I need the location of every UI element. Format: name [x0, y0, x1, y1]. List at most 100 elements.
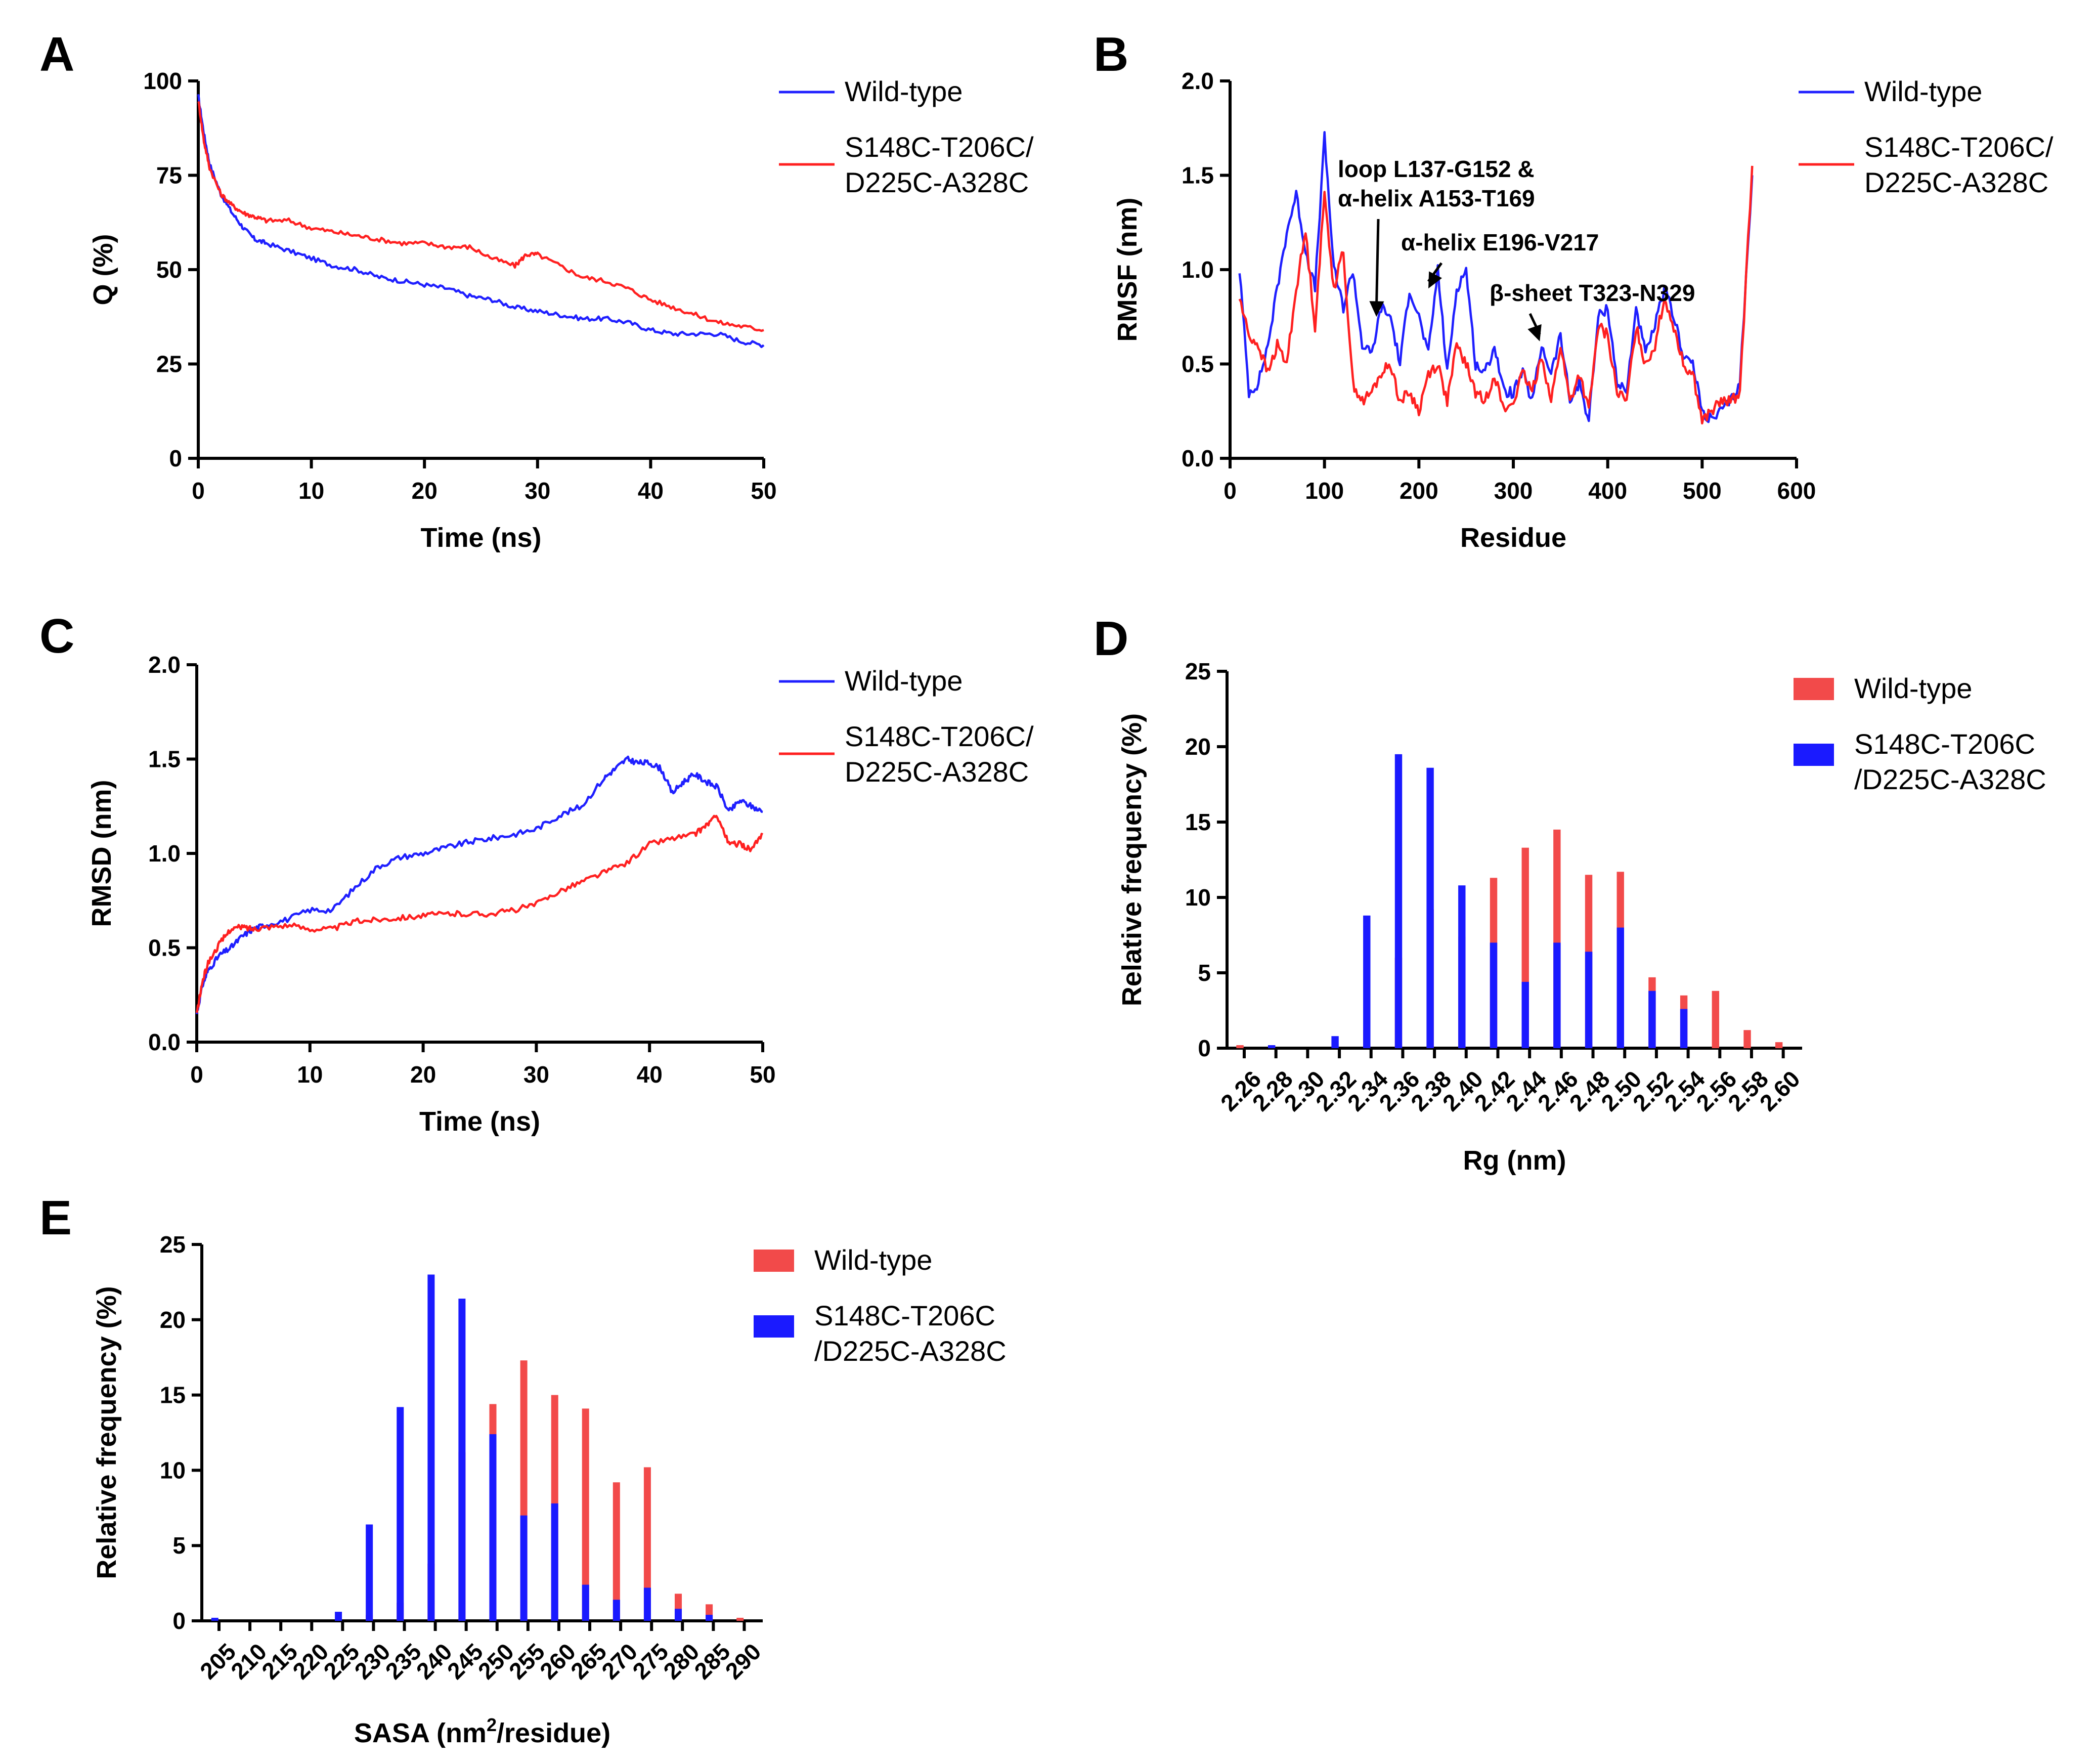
panel-label: E	[39, 1191, 72, 1245]
legend-label-wild-type: Wild-type	[1854, 672, 1972, 704]
legend-swatch-mutant	[1794, 744, 1834, 766]
legend-label-wild-type: Wild-type	[845, 75, 963, 107]
x-tick-label: 400	[1588, 478, 1627, 504]
x-tick-label: 0	[192, 478, 205, 504]
legend-label-mutant-line2: D225C-A328C	[1864, 166, 2048, 198]
x-tick-label: 20	[412, 478, 438, 504]
y-tick-label: 0.0	[1182, 445, 1214, 471]
y-tick-label: 15	[1185, 809, 1211, 835]
bar-wild-type	[613, 1482, 620, 1621]
bar-wild-type	[1775, 1042, 1783, 1048]
x-tick-label: 100	[1305, 478, 1344, 504]
bar-mutant	[1394, 754, 1403, 1048]
bar-mutant	[674, 1609, 682, 1621]
bar-wild-type	[1712, 991, 1720, 1048]
panel-label: C	[39, 609, 74, 663]
bar-wild-type	[643, 1467, 651, 1621]
x-tick-label: 0	[1223, 478, 1237, 504]
bar-mutant	[551, 1503, 558, 1621]
bar-wild-type	[1743, 1030, 1751, 1048]
annotation-arrowhead	[1527, 324, 1542, 341]
y-tick-label: 0.0	[148, 1029, 181, 1055]
x-tick-label: 300	[1494, 478, 1533, 504]
x-axis-label-tail: /residue)	[497, 1718, 610, 1748]
x-tick-label: 0	[190, 1061, 203, 1088]
y-tick-label: 1.5	[1182, 162, 1214, 189]
bar-mutant	[1458, 885, 1466, 1048]
y-tick-label: 100	[143, 68, 182, 94]
y-tick-label: 5	[1198, 960, 1211, 986]
panel-a: A 0 25 50 75 100 0 10 20 30 40 50 Wild-type S148C-T20…	[39, 27, 1034, 553]
x-tick-label: 50	[750, 1061, 775, 1088]
legend-label-mutant-line2: D225C-A328C	[845, 166, 1029, 198]
x-axis-label: SASA (nm2/residue)	[354, 1714, 610, 1748]
y-tick-label: 0	[1198, 1035, 1211, 1061]
y-axis-label: RMSD (nm)	[86, 780, 117, 927]
bar-mutant	[613, 1600, 620, 1621]
x-axis-label: Rg (nm)	[1463, 1145, 1566, 1176]
annotation-text: α-helix A153-T169	[1338, 185, 1535, 211]
y-tick-label: 0.5	[148, 935, 181, 961]
y-tick-label: 25	[156, 351, 182, 377]
series-line-wild-type	[1238, 131, 1754, 423]
x-tick-label: 10	[297, 1061, 323, 1088]
bar-mutant	[366, 1524, 373, 1621]
x-tick-label: 50	[751, 478, 776, 504]
bar-mutant	[520, 1515, 528, 1621]
x-axis-label: Time (ns)	[419, 1106, 540, 1137]
bar-wild-type	[1236, 1045, 1244, 1048]
panel-e: E051015202520521021522022523023524024525…	[39, 1191, 1007, 1748]
x-axis-label: Residue	[1460, 523, 1566, 553]
bar-mutant	[1616, 927, 1624, 1048]
y-tick-label: 20	[1185, 734, 1211, 760]
panel-c: C 0.0 0.5 1.0 1.5 2.0 0 10 20 30 40 50 Wild-type S148…	[39, 609, 1034, 1137]
bar-mutant	[1553, 942, 1561, 1048]
y-tick-label: 0.5	[1182, 351, 1214, 377]
series-line-mutant	[195, 814, 764, 1013]
series-line-wild-type	[197, 94, 765, 349]
bar-mutant	[1521, 981, 1529, 1048]
legend-swatch-mutant	[754, 1315, 794, 1338]
bar-mutant	[335, 1612, 342, 1621]
y-axis-label: RMSF (nm)	[1112, 198, 1143, 342]
series-line-mutant	[197, 101, 764, 332]
y-tick-label: 1.0	[1182, 256, 1214, 283]
x-axis-label-superscript: 2	[487, 1714, 497, 1735]
bar-mutant	[1490, 942, 1498, 1048]
legend-label-wild-type: Wild-type	[845, 665, 963, 697]
y-tick-label: 2.0	[148, 652, 181, 678]
legend-label-mutant-line1: S148C-T206C	[1854, 728, 2035, 760]
x-tick-label: 40	[637, 1061, 663, 1088]
y-axis-label: Relative frequency (%)	[1117, 713, 1147, 1006]
legend-label-wild-type: Wild-type	[1864, 75, 1982, 107]
legend-label-mutant-line2: /D225C-A328C	[1854, 763, 2046, 795]
y-tick-label: 25	[160, 1231, 186, 1258]
y-tick-label: 20	[160, 1307, 186, 1333]
bar-wild-type	[736, 1618, 744, 1621]
legend-swatch-wild-type	[754, 1250, 794, 1272]
bar-mutant	[643, 1587, 651, 1621]
y-tick-label: 0	[172, 1608, 186, 1634]
x-axis-label: Time (ns)	[420, 523, 541, 553]
x-tick-label: 600	[1777, 478, 1816, 504]
annotation-arrow	[1375, 219, 1380, 310]
bar-mutant	[706, 1615, 713, 1621]
series-line-mutant	[1238, 165, 1754, 425]
annotation-text: α-helix E196-V217	[1401, 229, 1599, 255]
panel-label: D	[1094, 612, 1128, 666]
bar-mutant	[1585, 952, 1593, 1048]
x-tick-label: 500	[1683, 478, 1722, 504]
x-tick-label: 290	[720, 1638, 766, 1684]
bar-mutant	[1363, 915, 1371, 1048]
panel-label: B	[1094, 27, 1128, 81]
y-tick-label: 25	[1185, 658, 1211, 684]
x-tick-label: 30	[524, 478, 550, 504]
bar-mutant	[1426, 767, 1434, 1048]
series-line-wild-type	[195, 755, 763, 1014]
x-tick-label: 20	[410, 1061, 436, 1088]
legend-label-mutant-line2: D225C-A328C	[845, 756, 1029, 788]
annotation-text: loop L137-G152 &	[1338, 156, 1535, 182]
bar-mutant	[489, 1434, 497, 1621]
y-tick-label: 1.5	[148, 746, 181, 772]
x-tick-label: 200	[1400, 478, 1438, 504]
